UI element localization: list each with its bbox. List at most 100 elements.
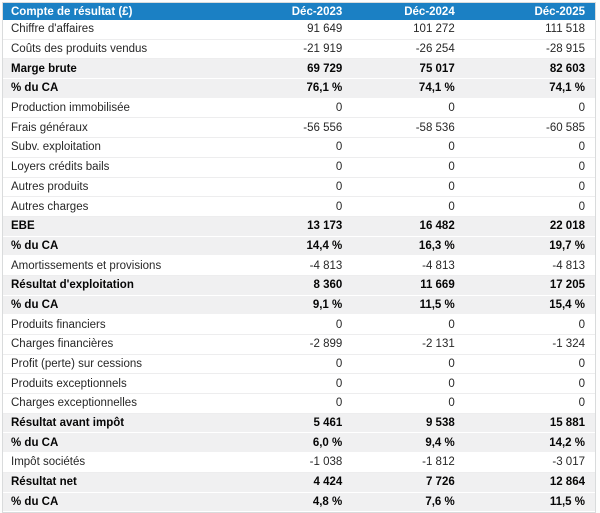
row-value: -3 017 [552,456,585,469]
row-value: 0 [335,161,343,174]
row-value: 8 360 [313,279,343,292]
row-value: 17 205 [549,279,585,292]
row-value: -56 556 [303,121,343,134]
row-value: -58 536 [415,121,455,134]
row-value: 11,5 % [419,298,455,311]
row-label: Produits financiers [11,318,106,331]
row-value: 0 [335,377,343,390]
table-row: Produits exceptionnels 0 0 0 [3,373,595,394]
table-header-row: Compte de résultat (£) Déc-2023 Déc-2024… [3,3,595,20]
table-row-total: Résultat d'exploitation 8 360 11 669 17 205 [3,275,595,296]
row-value: 0 [448,180,455,193]
table-row: Frais généraux -56 556 -58 536 -60 585 [3,117,595,138]
table-row: Amortissements et provisions -4 813 -4 813… [3,255,595,276]
column-header-dec-2025: Déc-2025 [464,3,595,20]
table-row: Impôt sociétés -1 038 -1 812 -3 017 [3,452,595,473]
row-value: 0 [335,318,343,331]
table-row: Autres charges 0 0 0 [3,196,595,217]
row-value: 0 [578,377,585,390]
table-row: Profit (perte) sur cessions 0 0 0 [3,354,595,374]
table-row: Subv. exploitation 0 0 0 [3,137,595,158]
row-label: Marge brute [11,62,77,75]
row-value: 74,1 % [418,82,455,95]
table-row-total: % du CA 9,1 % 11,5 % 15,4 % [3,295,595,315]
table-row-total: EBE 13 173 16 482 22 018 [3,216,595,237]
table-row-total: Résultat avant impôt 5 461 9 538 15 881 [3,413,595,433]
row-value: -60 585 [545,121,585,134]
row-label: Loyers crédits bails [11,161,110,174]
row-label: Produits exceptionnels [11,377,127,390]
table-row: Coûts des produits vendus -21 919 -26 254 -… [3,39,595,59]
table-row: Charges exceptionnelles 0 0 0 [3,393,595,414]
row-value: 7 726 [425,476,455,489]
row-label: Résultat d'exploitation [11,279,134,292]
row-label: Coûts des produits vendus [11,43,148,56]
row-value: 0 [578,102,585,115]
row-value: 14,4 % [306,239,343,252]
row-label: Autres charges [11,200,89,213]
row-value: 0 [335,102,343,115]
row-label: EBE [11,220,35,233]
column-header-dec-2024: Déc-2024 [352,3,465,20]
row-value: 11 669 [420,279,455,292]
table-row: Loyers crédits bails 0 0 0 [3,157,595,177]
row-label: Autres produits [11,180,89,193]
row-value: 22 018 [549,220,585,233]
row-value: 0 [448,200,455,213]
row-label: Production immobilisée [11,102,130,115]
table-row-total: % du CA 76,1 % 74,1 % 74,1 % [3,78,595,99]
row-value: 0 [335,200,343,213]
row-label: % du CA [11,82,59,95]
table-row: Production immobilisée 0 0 0 [3,98,595,118]
row-value: 0 [578,358,585,371]
row-value: 0 [448,102,455,115]
row-value: 4 424 [313,476,343,489]
row-label: Charges financières [11,338,114,351]
row-label: Résultat avant impôt [11,417,125,430]
row-value: 0 [578,180,585,193]
table-body: Chiffre d'affaires 91 649 101 272 111 518 Co… [3,20,595,512]
row-value: 0 [335,180,343,193]
row-value: -2 131 [422,338,455,351]
row-value: 74,1 % [549,82,585,95]
row-value: 0 [448,141,455,154]
column-header-dec-2023: Déc-2023 [239,3,353,20]
row-value: 69 729 [307,62,343,75]
row-value: 0 [448,377,455,390]
row-value: -28 915 [545,43,585,56]
row-value: 19,7 % [549,239,585,252]
row-value: 0 [578,141,585,154]
row-value: 15,4 % [549,298,585,311]
row-value: 6,0 % [312,436,343,449]
row-value: 9 538 [425,417,455,430]
row-value: 75 017 [419,62,455,75]
table-row: Autres produits 0 0 0 [3,177,595,197]
row-value: 13 173 [307,220,343,233]
row-value: 82 603 [549,62,585,75]
table-row-total: % du CA 6,0 % 9,4 % 14,2 % [3,432,595,453]
row-value: -1 812 [422,456,455,469]
row-value: 0 [448,358,455,371]
table-row-total: Résultat net 4 424 7 726 12 864 [3,472,595,492]
row-value: 111 518 [545,23,585,36]
row-value: 0 [448,397,455,410]
row-value: 14,2 % [549,436,585,449]
row-value: -2 899 [309,338,343,351]
row-label: Résultat net [11,476,77,489]
row-value: 5 461 [313,417,343,430]
row-value: 91 649 [307,23,343,36]
row-value: -26 254 [415,43,455,56]
table-row: Chiffre d'affaires 91 649 101 272 111 518 [3,20,595,40]
row-label: Charges exceptionnelles [11,397,137,410]
row-value: 0 [578,200,585,213]
row-value: 16,3 % [418,239,455,252]
row-label: Profit (perte) sur cessions [11,358,143,371]
row-label: % du CA [11,239,59,252]
row-value: 0 [578,161,585,174]
row-label: % du CA [11,298,59,311]
row-value: 0 [335,397,343,410]
row-value: 15 881 [549,417,585,430]
row-label: Subv. exploitation [11,141,101,154]
row-value: -4 813 [552,259,585,272]
